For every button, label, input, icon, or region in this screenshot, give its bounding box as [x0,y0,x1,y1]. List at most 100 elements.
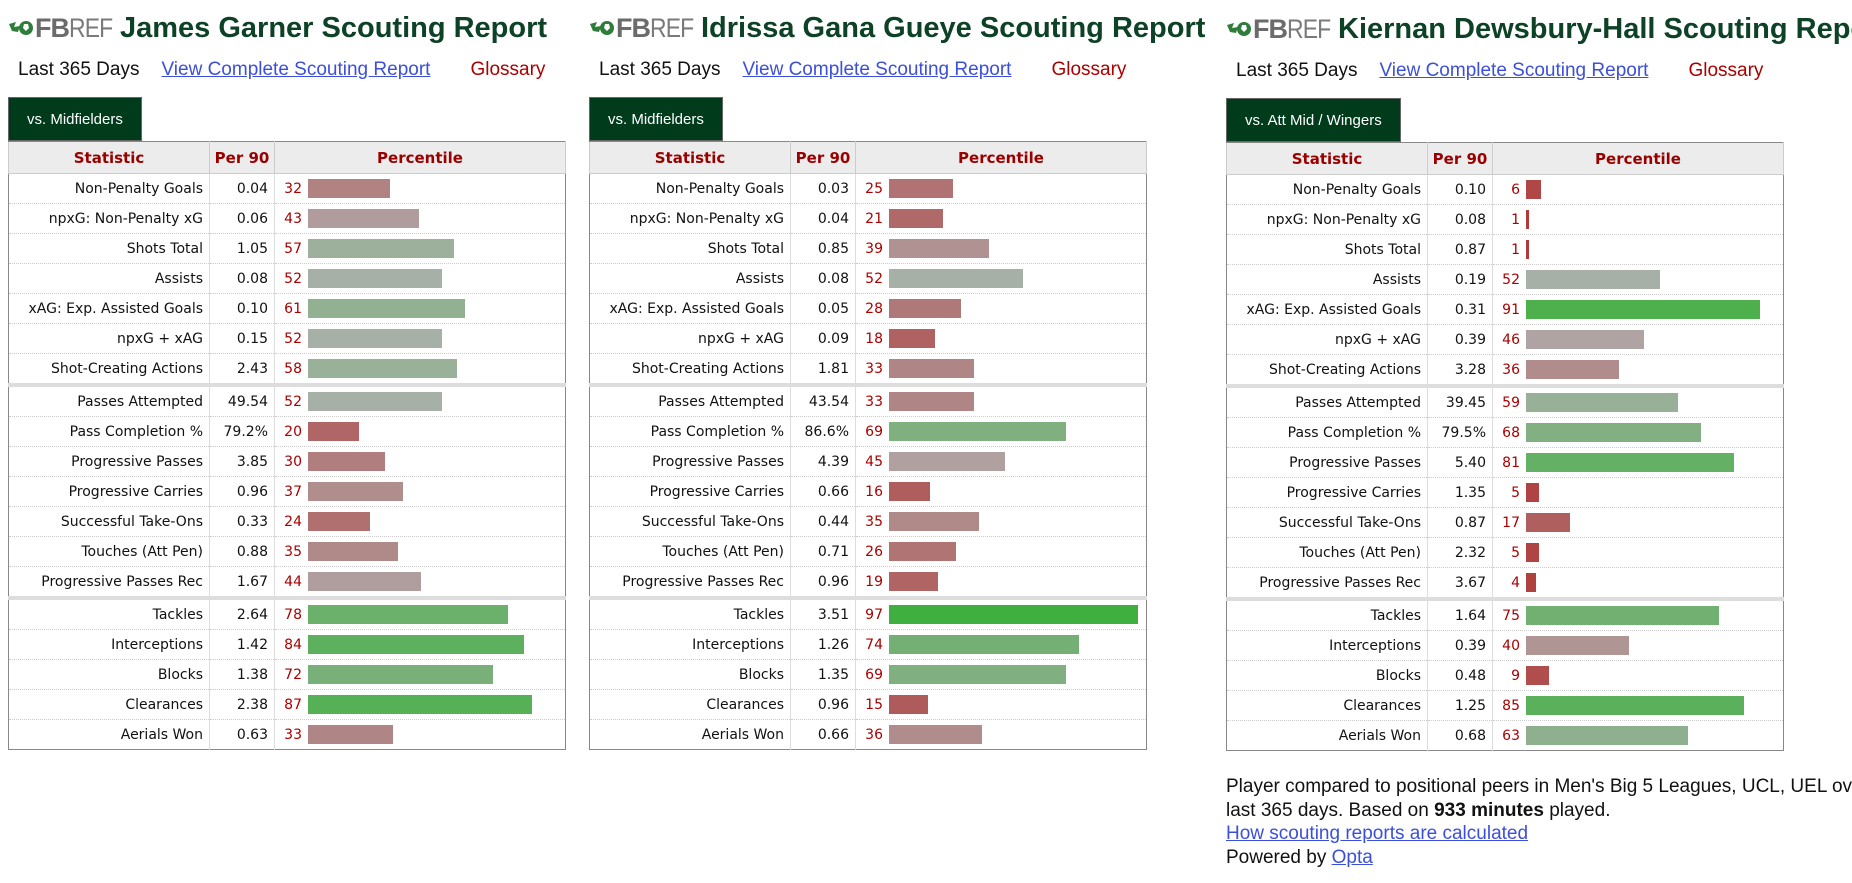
percentile-bar [889,209,943,228]
view-complete-report-link[interactable]: View Complete Scouting Report [161,59,431,80]
percentile-cell: 20 [274,416,566,447]
statistic-name: Passes Attempted [589,385,791,417]
fbref-logo[interactable]: FB REF [589,13,694,44]
column-header-per90: Per 90 [209,141,275,174]
statistic-name: xAG: Exp. Assisted Goals [8,293,210,324]
glossary-link[interactable]: Glossary [1051,59,1127,80]
percentile-bar [1526,573,1537,592]
how-calculated-link[interactable]: How scouting reports are calculated [1226,823,1529,844]
percentile-bar [1526,636,1629,655]
percentile-cell: 97 [855,598,1147,630]
tab-comparison-group[interactable]: vs. Att Mid / Wingers [1226,98,1401,142]
percentile-bar [889,422,1067,441]
per90-value: 0.19 [1427,264,1493,295]
percentile-cell: 36 [1492,354,1784,388]
percentile-cell: 37 [274,476,566,507]
table-row: Shots Total 1.05 57 [8,233,566,264]
percentile-bar [1526,240,1529,259]
table-row: Progressive Passes 5.40 81 [1226,447,1784,478]
percentile-cell: 17 [1492,507,1784,538]
per90-value: 3.67 [1427,567,1493,601]
percentile-cell: 40 [1492,630,1784,661]
percentile-cell: 44 [274,566,566,600]
percentile-bar [1526,696,1745,715]
statistic-name: Touches (Att Pen) [589,536,791,567]
percentile-value: 33 [865,360,883,377]
glossary-link[interactable]: Glossary [470,59,546,80]
percentile-bar [308,572,422,591]
per90-value: 49.54 [209,385,275,417]
per90-value: 1.64 [1427,599,1493,631]
table-row: Clearances 1.25 85 [1226,690,1784,721]
percentile-bar [889,452,1005,471]
percentile-value: 26 [865,543,883,560]
tab-comparison-group[interactable]: vs. Midfielders [589,97,723,141]
percentile-cell: 19 [855,566,1147,600]
percentile-bar [1526,180,1542,199]
percentile-cell: 9 [1492,660,1784,691]
percentile-bar [889,179,954,198]
comparison-note: Player compared to positional peers in M… [1226,776,1852,797]
percentile-bar [889,239,990,258]
percentile-bar [889,725,982,744]
percentile-cell: 43 [274,203,566,234]
statistic-name: Progressive Carries [1226,477,1428,508]
percentile-cell: 21 [855,203,1147,234]
table-row: Passes Attempted 43.54 33 [589,385,1147,417]
table-row: Shot-Creating Actions 2.43 58 [8,353,566,387]
percentile-value: 5 [1511,544,1520,561]
table-row: Clearances 0.96 15 [589,689,1147,720]
percentile-cell: 61 [274,293,566,324]
percentile-bar [889,482,931,501]
statistic-name: Touches (Att Pen) [1226,537,1428,568]
per90-value: 0.66 [790,719,856,750]
view-complete-report-link[interactable]: View Complete Scouting Report [1379,60,1649,81]
percentile-value: 59 [1502,394,1520,411]
percentile-value: 21 [865,210,883,227]
per90-value: 0.85 [790,233,856,264]
tab-comparison-group[interactable]: vs. Midfielders [8,97,142,141]
percentile-bar [889,512,979,531]
statistic-name: npxG + xAG [8,323,210,354]
page-title: Kiernan Dewsbury-Hall Scouting Report [1338,12,1852,45]
per90-value: 43.54 [790,385,856,417]
per90-value: 0.04 [790,203,856,234]
table-row: Interceptions 1.42 84 [8,629,566,660]
percentile-cell: 52 [1492,264,1784,295]
statistic-name: Clearances [8,689,210,720]
statistic-name: Pass Completion % [8,416,210,447]
statistic-name: Aerials Won [1226,720,1428,751]
glossary-link[interactable]: Glossary [1688,60,1764,81]
statistic-name: npxG: Non-Penalty xG [1226,204,1428,235]
percentile-cell: 69 [855,416,1147,447]
per90-value: 0.39 [1427,324,1493,355]
table-row: npxG + xAG 0.39 46 [1226,324,1784,355]
per90-value: 1.25 [1427,690,1493,721]
opta-link[interactable]: Opta [1331,846,1373,868]
table-row: Progressive Carries 0.66 16 [589,476,1147,507]
per90-value: 0.10 [209,293,275,324]
percentile-cell: 87 [274,689,566,720]
percentile-bar [308,665,494,684]
table-row: Blocks 1.38 72 [8,659,566,690]
statistic-name: Interceptions [8,629,210,660]
statistic-name: Progressive Carries [8,476,210,507]
table-row: Pass Completion % 79.5% 68 [1226,417,1784,448]
percentile-bar [1526,210,1529,229]
fbref-logo[interactable]: FB REF [1226,14,1331,45]
percentile-cell: 52 [274,385,566,417]
table-row: Assists 0.08 52 [8,263,566,294]
percentile-cell: 1 [1492,204,1784,235]
percentile-bar [308,299,465,318]
report-header: FB REF James Garner Scouting Report [8,8,547,48]
percentile-cell: 1 [1492,234,1784,265]
percentile-value: 75 [1502,607,1520,624]
per90-value: 0.06 [209,203,275,234]
fbref-logo[interactable]: FB REF [8,13,113,44]
percentile-value: 91 [1502,301,1520,318]
percentile-bar [1526,606,1719,625]
percentile-value: 52 [1502,271,1520,288]
table-row: Passes Attempted 39.45 59 [1226,386,1784,418]
view-complete-report-link[interactable]: View Complete Scouting Report [742,59,1012,80]
per90-value: 39.45 [1427,386,1493,418]
